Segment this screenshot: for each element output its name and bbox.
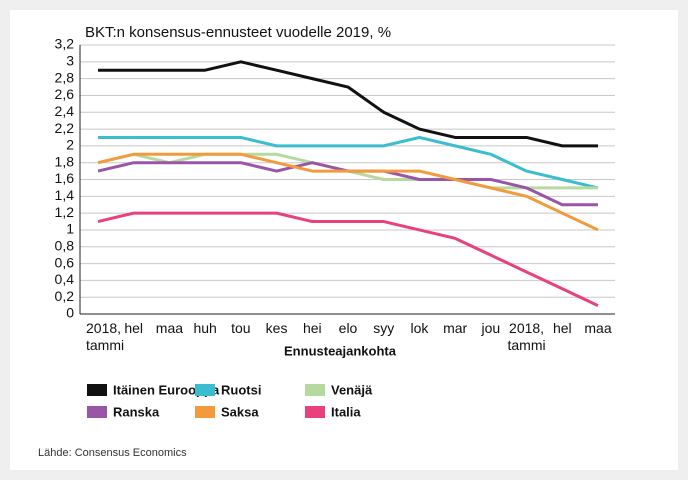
legend-label: Ranska: [113, 404, 160, 419]
series-line: [98, 135, 599, 190]
y-tick-label: 1,8: [55, 153, 75, 169]
y-tick-label: 2: [66, 137, 74, 153]
legend-swatch: [195, 406, 215, 418]
legend-swatch: [305, 406, 325, 418]
y-tick-label: 0: [66, 305, 74, 321]
source: Lähde: Consensus Economics: [38, 447, 187, 459]
y-tick-label: 3,2: [55, 36, 75, 52]
y-tick-label: 0,4: [55, 271, 75, 287]
legend-swatch: [87, 406, 107, 418]
x-tick-label: jou: [481, 320, 501, 336]
x-tick-label: huh: [193, 320, 217, 336]
y-tick-label: 0,8: [55, 237, 75, 253]
legend-label: Saksa: [221, 404, 259, 419]
y-tick-label: 1,2: [55, 204, 75, 220]
x-tick-label: kes: [265, 320, 288, 336]
legend-label: Ruotsi: [221, 382, 261, 397]
x-tick-label: maa: [584, 320, 612, 336]
y-tick-label: 0,2: [55, 288, 75, 304]
y-tick-label: 3: [66, 53, 74, 69]
y-tick-label: 2,8: [55, 69, 75, 85]
x-tick-label: mar: [443, 320, 468, 336]
x-tick-label: lok: [410, 320, 429, 336]
x-tick-label: hel: [552, 320, 572, 336]
x-tick-label: maa: [155, 320, 184, 336]
y-tick-label: 2,4: [55, 103, 75, 119]
series-line: [97, 211, 599, 307]
legend-swatch: [305, 384, 325, 396]
series-line: [98, 60, 598, 148]
y-tick-label: 1: [66, 221, 74, 237]
chart-title: BKT:n konsensus-ennusteet vuodelle 2019,…: [85, 24, 391, 41]
x-tick-label: syy: [373, 320, 395, 336]
y-tick-label: 2,6: [55, 86, 75, 102]
legend-swatch: [195, 384, 215, 396]
y-tick-label: 1,6: [55, 170, 75, 186]
legend-swatch: [87, 384, 107, 396]
x-tick-label: hel: [124, 320, 144, 336]
legend-label: Itäinen Eurooppa: [113, 382, 220, 397]
y-tick-label: 0,6: [55, 254, 75, 270]
x-tick-label: tou: [231, 320, 251, 336]
x-tick-label: 2018, tammi: [507, 320, 546, 353]
legend-label: Venäjä: [331, 382, 373, 397]
series-line: [97, 152, 599, 232]
legend-label: Italia: [331, 404, 361, 419]
x-tick-label: 2018, tammi: [86, 320, 125, 353]
y-tick-label: 2,2: [55, 120, 75, 136]
x-tick-label: elo: [338, 320, 358, 336]
x-axis-label: Ennusteajankohta: [284, 343, 397, 358]
x-tick-label: hei: [302, 320, 322, 336]
y-tick-label: 1,4: [55, 187, 75, 203]
